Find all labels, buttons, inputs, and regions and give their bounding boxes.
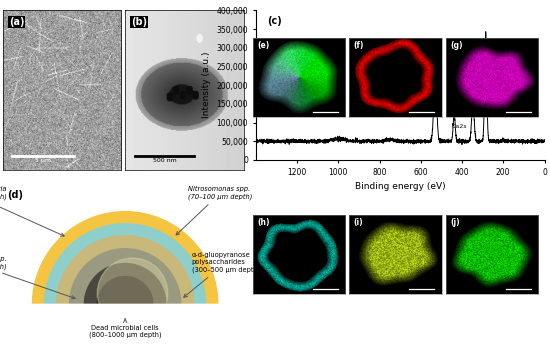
Y-axis label: Intensity (a.u.): Intensity (a.u.) [202, 52, 211, 118]
Text: Bacteroides spp.
(800–900 μm depth): Bacteroides spp. (800–900 μm depth) [0, 256, 75, 299]
Ellipse shape [45, 224, 206, 344]
Bar [0, 304, 255, 330]
Ellipse shape [97, 277, 153, 332]
Text: Ca2s: Ca2s [452, 124, 467, 129]
Ellipse shape [69, 249, 181, 344]
Text: (b): (b) [131, 17, 147, 27]
Text: α-d-gluopyranose
polysaccharides
(300–500 μm depth): α-d-gluopyranose polysaccharides (300–50… [184, 252, 260, 297]
Text: (i): (i) [354, 218, 364, 227]
Ellipse shape [57, 236, 194, 344]
Text: (e): (e) [257, 41, 270, 50]
Text: (g): (g) [450, 41, 463, 50]
Text: (d): (d) [8, 190, 24, 200]
Text: (j): (j) [450, 218, 460, 227]
Ellipse shape [97, 258, 168, 329]
Text: (f): (f) [354, 41, 364, 50]
Text: (h): (h) [257, 218, 270, 227]
Text: 5 μm: 5 μm [35, 158, 51, 163]
X-axis label: Binding energy (eV): Binding energy (eV) [355, 182, 446, 191]
Text: O1s: O1s [428, 79, 443, 88]
Text: (a): (a) [9, 17, 24, 27]
Bar [0, 304, 255, 344]
Ellipse shape [84, 264, 166, 344]
Text: Heterotrophic bacteria
(0–70 μm depth): Heterotrophic bacteria (0–70 μm depth) [0, 186, 64, 236]
Text: Ca2p$_{3/2}$: Ca2p$_{3/2}$ [450, 108, 475, 117]
Text: Nitrosomonas spp.
(70–100 μm depth): Nitrosomonas spp. (70–100 μm depth) [176, 186, 252, 235]
Text: 500 nm: 500 nm [152, 158, 177, 163]
Text: (c): (c) [267, 16, 282, 26]
Text: C1s: C1s [486, 40, 500, 49]
Ellipse shape [32, 212, 218, 344]
Text: Dead microbial cells
(800–1000 μm depth): Dead microbial cells (800–1000 μm depth) [89, 319, 162, 338]
